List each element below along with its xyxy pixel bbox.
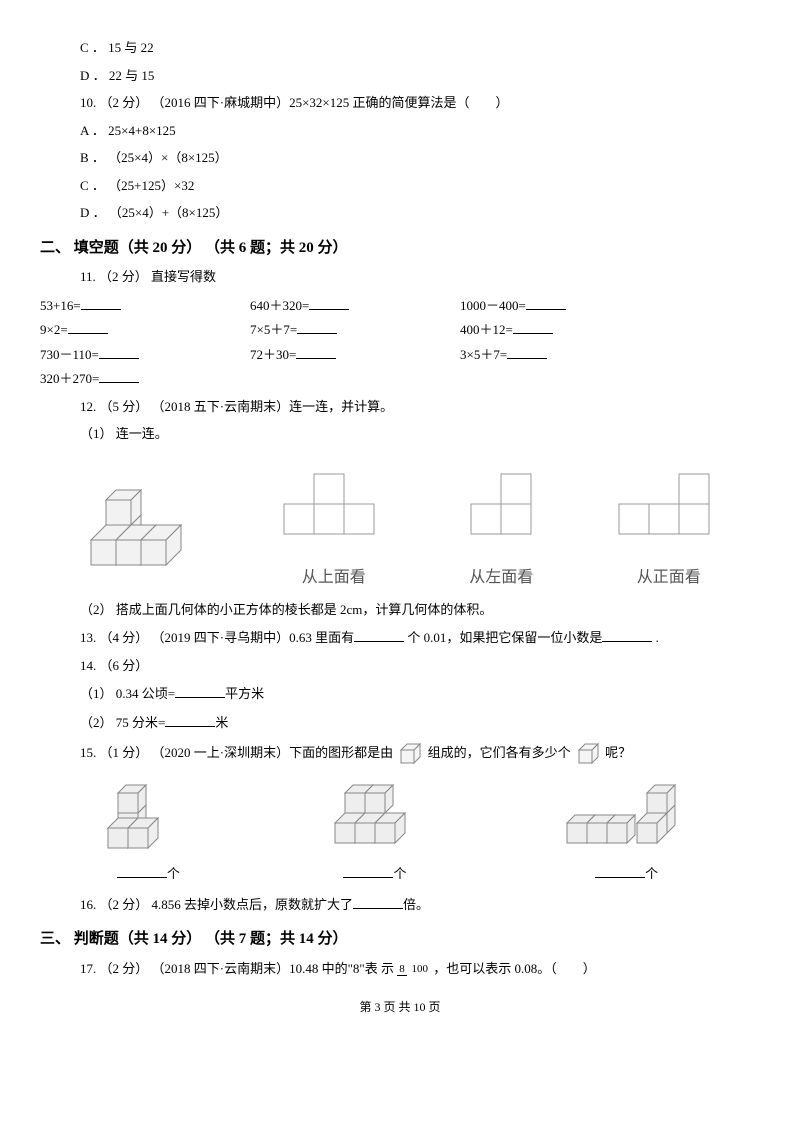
q15-post: 呢？ <box>605 745 631 760</box>
view-label-front: 从正面看 <box>614 566 724 590</box>
calc-cell: 730－110= <box>40 344 240 365</box>
q10-stem: 10. （2 分） （2016 四下·麻城期中）25×32×125 正确的简便算… <box>40 93 760 113</box>
calc-cell: 53+16= <box>40 295 240 316</box>
calc-cell: 72＋30= <box>250 344 450 365</box>
q16: 16. （2 分） 4.856 去掉小数点后，原数就扩大了倍。 <box>40 894 760 915</box>
q12-stem: 12. （5 分） （2018 五下·云南期末）连一连，并计算。 <box>40 397 760 417</box>
q15-fig-1: 个 <box>103 778 193 884</box>
q17-post: ，也可以表示 0.08。（ ） <box>433 961 596 976</box>
q15-figures: 个 个 <box>40 778 760 884</box>
q14-sub2: （2） 75 分米=米 <box>40 712 760 733</box>
q15: 15. （1 分） （2020 一上·深圳期末）下面的图形都是由 组成的，它们各… <box>40 740 760 768</box>
q12-views: 从上面看 从左面看 从正面看 <box>40 464 760 590</box>
q10-option-c: C ． （25+125）×32 <box>40 176 760 196</box>
q15-fig-2: 个 <box>320 778 430 884</box>
calc-cell: 7×5＋7= <box>250 319 450 340</box>
q13-mid: 个 0.01，如果把它保留一位小数是 <box>407 630 602 645</box>
q12-sub2: （2） 搭成上面几何体的小正方体的棱长都是 2cm，计算几何体的体积。 <box>40 600 760 620</box>
view-label-top: 从上面看 <box>279 566 389 590</box>
fraction-8-100: 8 100 <box>397 964 430 975</box>
calc-cell: 400＋12= <box>460 319 660 340</box>
page-footer: 第 3 页 共 10 页 <box>40 998 760 1016</box>
view-label-left: 从左面看 <box>461 566 541 590</box>
section-3-heading: 三、 判断题（共 14 分） （共 7 题；共 14 分） <box>40 928 760 951</box>
q17-pre: 17. （2 分） （2018 四下·云南期末）10.48 中的"8"表 示 <box>80 961 394 976</box>
calc-cell: 320＋270= <box>40 368 240 389</box>
calc-cell: 3×5＋7= <box>460 344 660 365</box>
q13-pre: 13. （4 分） （2019 四下·寻乌期中）0.63 里面有 <box>80 630 354 645</box>
q12-view-top: 从上面看 <box>279 464 389 590</box>
q12-view-front: 从正面看 <box>614 464 724 590</box>
q13: 13. （4 分） （2019 四下·寻乌期中）0.63 里面有 个 0.01，… <box>40 627 760 648</box>
q11-calc-grid: 53+16= 640＋320= 1000－400= 9×2= 7×5＋7= 40… <box>40 295 760 389</box>
q10-option-d: D ． （25×4）+（8×125） <box>40 203 760 223</box>
calc-cell: 9×2= <box>40 319 240 340</box>
q15-pre: 15. （1 分） （2020 一上·深圳期末）下面的图形都是由 <box>80 745 393 760</box>
calc-cell: 640＋320= <box>250 295 450 316</box>
section-2-heading: 二、 填空题（共 20 分） （共 6 题；共 20 分） <box>40 237 760 260</box>
q12-view-left: 从左面看 <box>461 464 541 590</box>
q11-stem: 11. （2 分） 直接写得数 <box>40 267 760 287</box>
q12-3d-solid <box>76 470 206 590</box>
q17: 17. （2 分） （2018 四下·云南期末）10.48 中的"8"表 示 8… <box>40 959 760 979</box>
page: C ． 15 与 22 D ． 22 与 15 10. （2 分） （2016 … <box>0 0 800 1036</box>
q14-sub1: （1） 0.34 公顷=平方米 <box>40 683 760 704</box>
q10-option-a: A ． 25×4+8×125 <box>40 121 760 141</box>
q15-fig-3: 个 <box>557 778 697 884</box>
cube-icon <box>574 740 602 768</box>
q15-mid: 组成的，它们各有多少个 <box>428 745 571 760</box>
cube-icon <box>396 740 424 768</box>
q13-post: . <box>656 630 659 645</box>
q9-option-c: C ． 15 与 22 <box>40 38 760 58</box>
calc-cell: 1000－400= <box>460 295 660 316</box>
q14-stem: 14. （6 分） <box>40 656 760 676</box>
q10-option-b: B ． （25×4）×（8×125） <box>40 148 760 168</box>
q9-option-d: D ． 22 与 15 <box>40 66 760 86</box>
q12-sub1: （1） 连一连。 <box>40 424 760 444</box>
